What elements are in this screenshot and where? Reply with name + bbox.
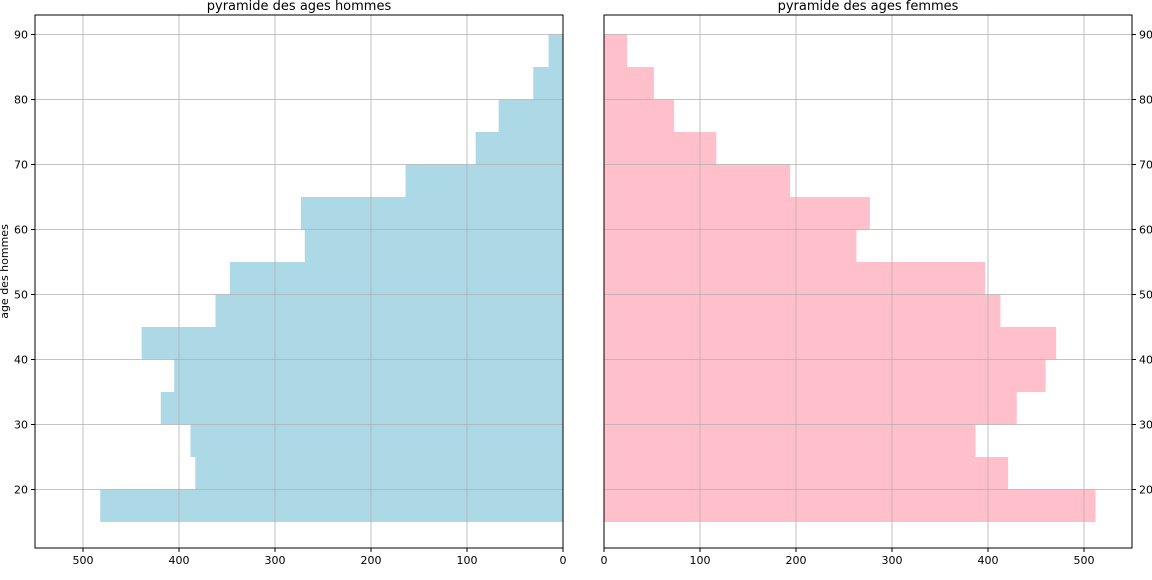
bar-age-60-65: [301, 197, 563, 230]
bar-age-55-60: [305, 230, 563, 263]
bar-age-65-70: [406, 165, 563, 198]
y-tick-label: 30: [1139, 419, 1152, 432]
x-tick-label: 400: [978, 554, 999, 567]
chart-title: pyramide des ages hommes: [207, 0, 392, 14]
bar-age-45-50: [604, 295, 1000, 328]
x-axis: 0 100 200 300 400 500: [601, 548, 1095, 567]
bar-age-85-90: [604, 35, 627, 68]
bars: [604, 35, 1096, 523]
chart-title: pyramide des ages femmes: [778, 0, 959, 14]
y-tick-label: 50: [1139, 289, 1152, 302]
x-tick-label: 400: [169, 554, 190, 567]
y-tick-label: 40: [1139, 354, 1152, 367]
bar-age-35-40: [604, 360, 1046, 393]
bars: [100, 35, 563, 523]
women-pyramid-panel: 0 100 200 300 400 500 20 30 40 50 60 70 80 90 pyramide…: [601, 0, 1152, 567]
y-tick-label: 20: [14, 484, 28, 497]
bar-age-70-75: [604, 132, 716, 165]
y-tick-label: 90: [1139, 29, 1152, 42]
bar-age-40-45: [142, 327, 563, 360]
bar-age-50-55: [604, 262, 985, 295]
bar-age-20-25: [195, 457, 563, 490]
men-pyramid-panel: 500 400 300 200 100 0 20 30 40 50 60 70 80 90 pyramide…: [0, 0, 567, 567]
bar-age-25-30: [191, 425, 563, 458]
bar-age-55-60: [604, 230, 856, 263]
y-tick-label: 70: [1139, 159, 1152, 172]
bar-age-35-40: [174, 360, 563, 393]
bar-age-85-90: [549, 35, 563, 68]
y-tick-label: 40: [14, 354, 28, 367]
bar-age-65-70: [604, 165, 790, 198]
bar-age-70-75: [476, 132, 563, 165]
bar-age-45-50: [215, 295, 563, 328]
y-axis: 20 30 40 50 60 70 80 90: [14, 29, 35, 497]
bar-age-20-25: [604, 457, 1008, 490]
x-axis: 500 400 300 200 100 0: [73, 548, 567, 567]
bar-age-50-55: [230, 262, 563, 295]
bar-age-80-85: [604, 67, 654, 100]
x-tick-label: 100: [457, 554, 478, 567]
bar-age-75-80: [499, 100, 563, 133]
x-tick-label: 0: [560, 554, 567, 567]
x-tick-label: 500: [73, 554, 94, 567]
y-tick-label: 70: [14, 159, 28, 172]
bar-age-30-35: [161, 392, 563, 425]
bar-age-30-35: [604, 392, 1017, 425]
bar-age-80-85: [533, 67, 563, 100]
y-axis-label: age des hommes: [0, 224, 11, 319]
bar-age-15-20: [604, 490, 1096, 523]
y-tick-label: 80: [1139, 94, 1152, 107]
bar-age-75-80: [604, 100, 674, 133]
y-tick-label: 30: [14, 419, 28, 432]
y-tick-label: 80: [14, 94, 28, 107]
x-tick-label: 500: [1074, 554, 1095, 567]
y-tick-label: 60: [1139, 224, 1152, 237]
bar-age-15-20: [100, 490, 563, 523]
x-tick-label: 100: [690, 554, 711, 567]
x-tick-label: 0: [601, 554, 608, 567]
x-tick-label: 200: [361, 554, 382, 567]
bar-age-60-65: [604, 197, 870, 230]
y-tick-label: 20: [1139, 484, 1152, 497]
y-tick-label: 50: [14, 289, 28, 302]
x-tick-label: 200: [786, 554, 807, 567]
x-tick-label: 300: [265, 554, 286, 567]
y-tick-label: 90: [14, 29, 28, 42]
bar-age-25-30: [604, 425, 976, 458]
x-tick-label: 300: [882, 554, 903, 567]
y-tick-label: 60: [14, 224, 28, 237]
y-axis: 20 30 40 50 60 70 80 90: [1132, 29, 1152, 497]
